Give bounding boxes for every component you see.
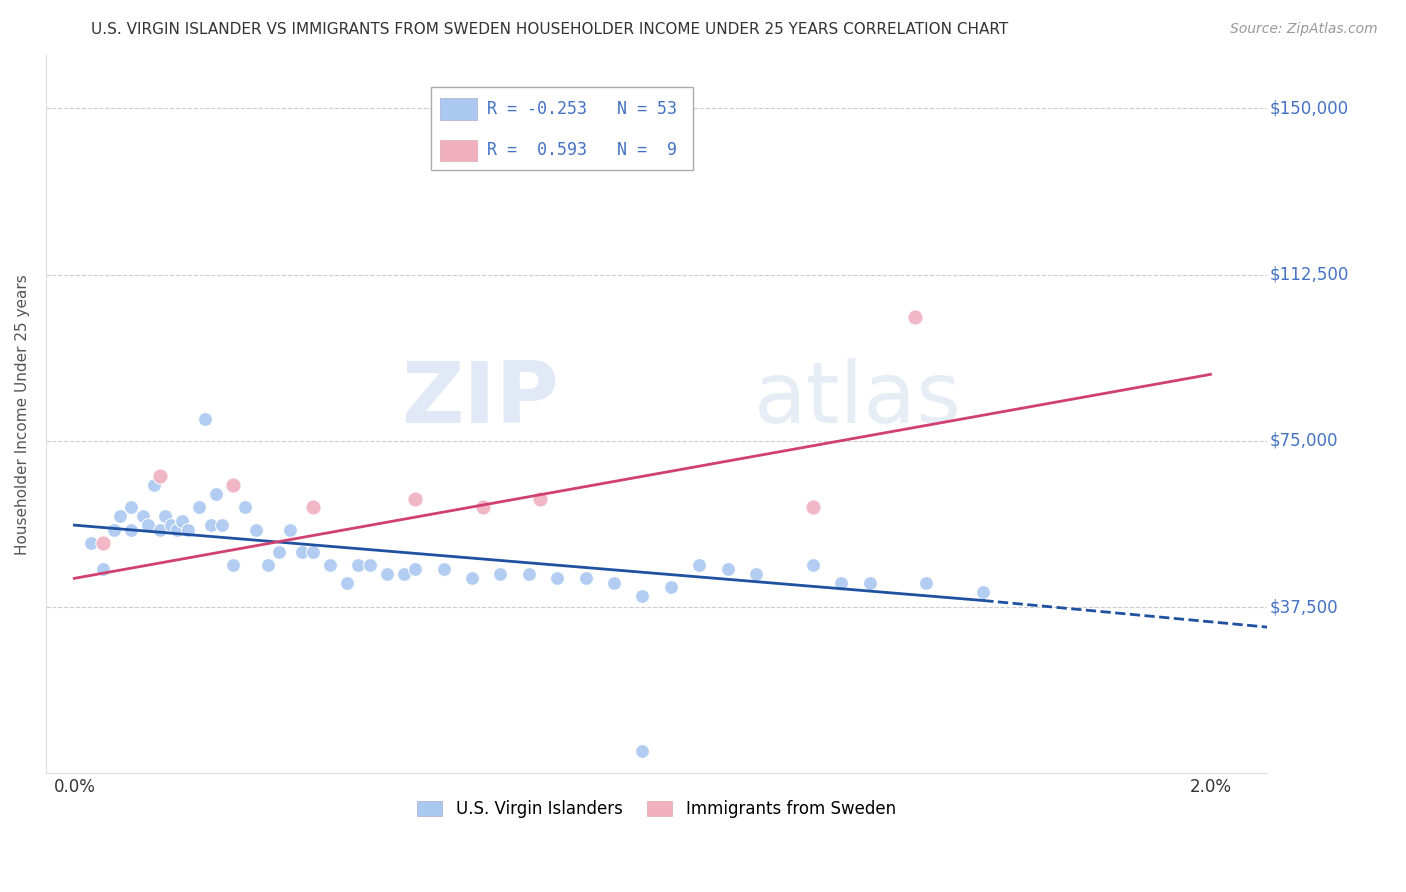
Text: ZIP: ZIP	[401, 359, 560, 442]
Point	[904, 310, 927, 324]
Point	[433, 562, 456, 576]
Point	[631, 589, 654, 603]
Point	[103, 523, 125, 537]
Point	[375, 566, 398, 581]
Text: $37,500: $37,500	[1270, 599, 1339, 616]
Point	[859, 575, 882, 590]
Point	[319, 558, 342, 572]
Point	[745, 566, 768, 581]
Point	[245, 523, 267, 537]
Point	[575, 571, 598, 585]
Point	[166, 523, 188, 537]
Point	[256, 558, 278, 572]
Point	[160, 518, 183, 533]
Point	[291, 545, 314, 559]
Bar	[440, 98, 477, 120]
Point	[489, 566, 512, 581]
Point	[131, 509, 153, 524]
Y-axis label: Householder Income Under 25 years: Householder Income Under 25 years	[15, 274, 30, 555]
Point	[142, 478, 165, 492]
Point	[91, 536, 114, 550]
Point	[120, 523, 142, 537]
Point	[120, 500, 142, 515]
Point	[80, 536, 103, 550]
Text: R = -0.253   N = 53: R = -0.253 N = 53	[486, 100, 676, 118]
Point	[972, 584, 994, 599]
Point	[631, 744, 654, 758]
Point	[91, 562, 114, 576]
Point	[148, 469, 170, 483]
Point	[659, 580, 682, 594]
Point	[717, 562, 740, 576]
Text: $75,000: $75,000	[1270, 432, 1339, 450]
Point	[688, 558, 710, 572]
Point	[205, 487, 228, 501]
Point	[302, 500, 325, 515]
Point	[136, 518, 159, 533]
Text: $112,500: $112,500	[1270, 266, 1350, 284]
Point	[194, 411, 217, 425]
Point	[801, 500, 824, 515]
Text: $150,000: $150,000	[1270, 99, 1348, 118]
Point	[915, 575, 938, 590]
Point	[222, 558, 245, 572]
Bar	[440, 140, 477, 161]
Point	[148, 523, 170, 537]
Text: atlas: atlas	[755, 359, 962, 442]
Point	[830, 575, 852, 590]
Point	[529, 491, 551, 506]
Point	[278, 523, 301, 537]
Text: Source: ZipAtlas.com: Source: ZipAtlas.com	[1230, 22, 1378, 37]
Point	[222, 478, 245, 492]
Point	[404, 562, 426, 576]
Point	[211, 518, 233, 533]
Point	[472, 500, 495, 515]
FancyBboxPatch shape	[430, 87, 693, 170]
Point	[461, 571, 484, 585]
Point	[347, 558, 370, 572]
Point	[188, 500, 211, 515]
Point	[108, 509, 131, 524]
Legend: U.S. Virgin Islanders, Immigrants from Sweden: U.S. Virgin Islanders, Immigrants from S…	[409, 791, 904, 826]
Point	[172, 514, 194, 528]
Point	[233, 500, 256, 515]
Point	[517, 566, 540, 581]
Point	[302, 545, 325, 559]
Point	[603, 575, 626, 590]
Text: R =  0.593   N =  9: R = 0.593 N = 9	[486, 142, 676, 160]
Point	[392, 566, 415, 581]
Text: U.S. VIRGIN ISLANDER VS IMMIGRANTS FROM SWEDEN HOUSEHOLDER INCOME UNDER 25 YEARS: U.S. VIRGIN ISLANDER VS IMMIGRANTS FROM …	[91, 22, 1008, 37]
Point	[177, 523, 200, 537]
Point	[155, 509, 177, 524]
Point	[200, 518, 222, 533]
Point	[267, 545, 290, 559]
Point	[546, 571, 568, 585]
Point	[336, 575, 359, 590]
Point	[359, 558, 381, 572]
Point	[404, 491, 426, 506]
Point	[801, 558, 824, 572]
